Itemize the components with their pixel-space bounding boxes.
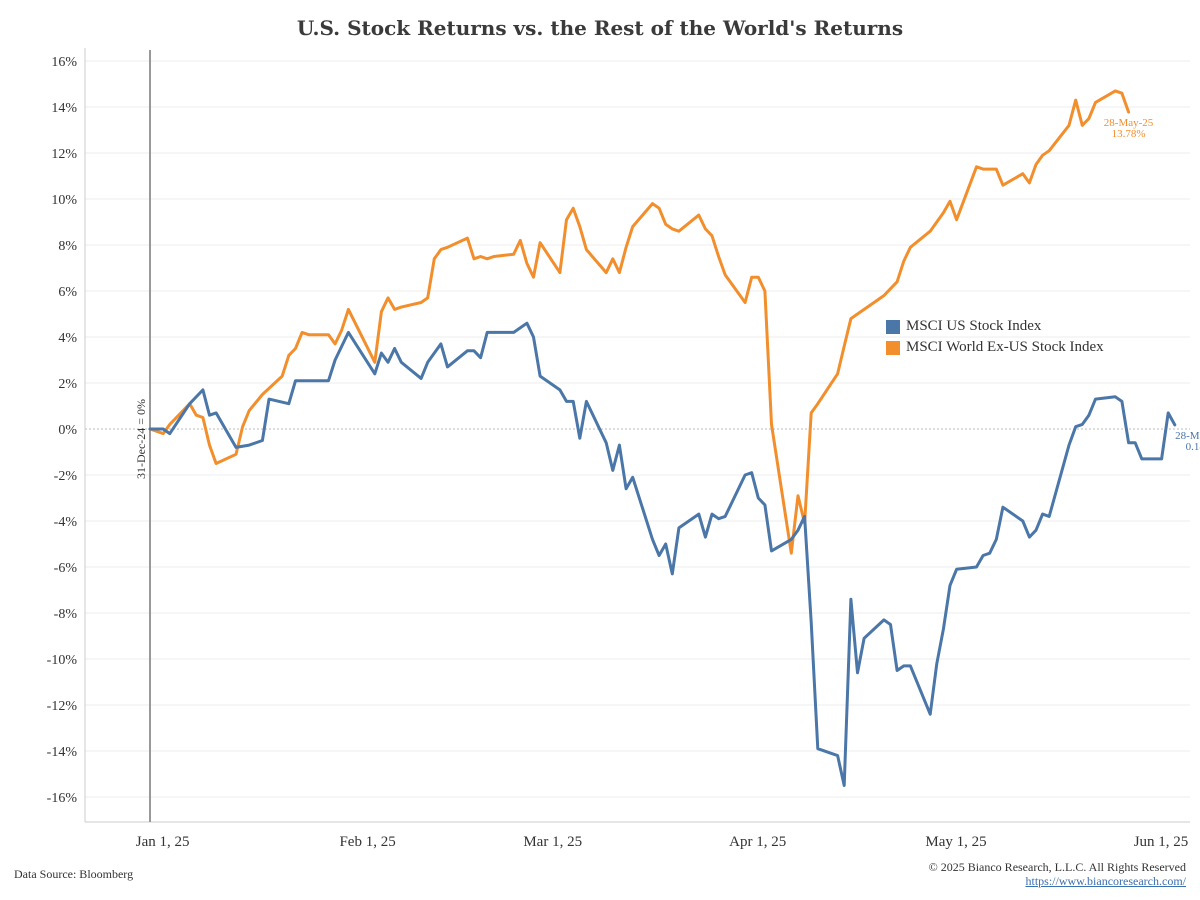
y-tick-label: 4%: [58, 331, 77, 346]
legend-swatch-us: [886, 319, 900, 334]
grid-layer: [85, 60, 1190, 798]
x-tick-label: Feb 1, 25: [339, 834, 395, 850]
chart-title: U.S. Stock Returns vs. the Rest of the W…: [296, 16, 904, 40]
y-tick-label: 6%: [58, 285, 77, 300]
x-tick-label: Mar 1, 25: [523, 834, 582, 850]
legend-label-us: MSCI US Stock Index: [906, 318, 1042, 334]
y-tick-label: -8%: [54, 607, 78, 622]
legend-label-world: MSCI World Ex-US Stock Index: [906, 339, 1104, 355]
end-date-label: 28-May-25: [1104, 117, 1154, 129]
label-layer: 31-Dec-24 = 0%28-May-2513.78%28-May-250.…: [134, 117, 1200, 479]
y-tick-label: 14%: [51, 101, 77, 116]
y-tick-label: 10%: [51, 193, 77, 208]
copyright-note: © 2025 Bianco Research, L.L.C. All Right…: [928, 860, 1186, 874]
y-tick-label: -4%: [54, 515, 78, 530]
legend-swatch-world: [886, 340, 900, 355]
data-source-note: Data Source: Bloomberg: [14, 867, 134, 881]
us-series-line: [148, 321, 1177, 787]
reference-line-label: 31-Dec-24 = 0%: [134, 399, 148, 479]
y-tick-label: -6%: [54, 561, 78, 576]
x-tick-label: May 1, 25: [925, 834, 986, 850]
x-tick-label: Jun 1, 25: [1134, 834, 1189, 850]
series-layer: [148, 89, 1177, 787]
y-tick-label: -2%: [54, 469, 78, 484]
legend-item-us: MSCI US Stock Index: [886, 316, 1104, 337]
end-value-label: 0.18%: [1186, 441, 1200, 453]
y-tick-label: 12%: [51, 147, 77, 162]
y-tick-label: 0%: [58, 423, 77, 438]
x-tick-label: Apr 1, 25: [729, 834, 786, 850]
y-tick-label: 8%: [58, 239, 77, 254]
axis-layer: 16% 14% 12% 10% 8% 6% 4% 2% 0% -2% -4% -6% -8% -10% -1…: [47, 48, 1190, 850]
legend: MSCI US Stock Index MSCI World Ex-US Sto…: [886, 316, 1104, 358]
x-tick-label: Jan 1, 25: [136, 834, 190, 850]
y-tick-label: 16%: [51, 55, 77, 70]
y-tick-label: 2%: [58, 377, 77, 392]
y-tick-label: -14%: [47, 745, 78, 760]
website-link[interactable]: https://www.biancoresearch.com/: [1025, 874, 1186, 888]
end-date-label: 28-May-25: [1175, 430, 1200, 442]
end-value-label: 13.78%: [1112, 128, 1146, 140]
y-tick-label: -10%: [47, 653, 78, 668]
legend-item-world: MSCI World Ex-US Stock Index: [886, 337, 1104, 358]
world-series-line: [148, 89, 1131, 555]
y-tick-label: -16%: [47, 791, 78, 806]
y-tick-label: -12%: [47, 699, 78, 714]
